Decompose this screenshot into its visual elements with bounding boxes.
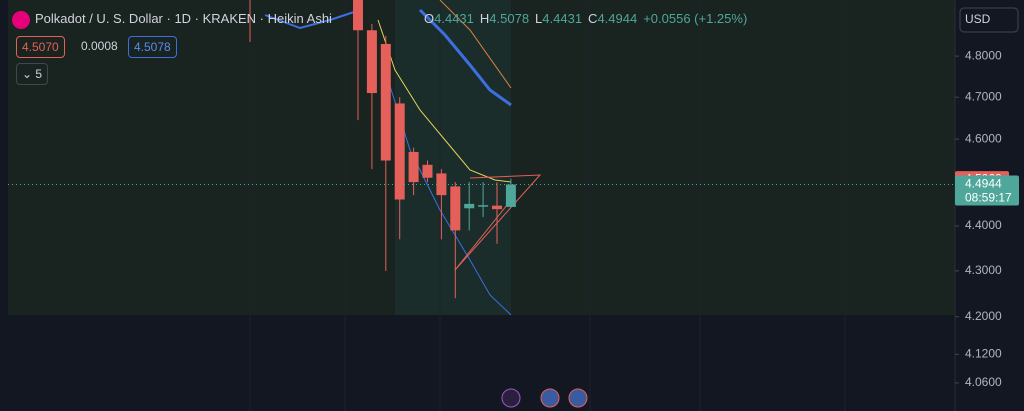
spread: 0.0008: [81, 39, 118, 53]
candle-body: [492, 205, 502, 210]
price-tag: [955, 175, 1019, 206]
candle-body: [436, 173, 447, 196]
y-tick-label: 4.8000: [965, 48, 1002, 62]
ohlc-key: H: [479, 11, 490, 26]
ohlc-value: 4.4431: [434, 11, 474, 26]
candle-body: [505, 184, 516, 207]
y-tick-label: 4.1200: [965, 346, 1002, 360]
currency[interactable]: USD: [965, 12, 991, 26]
vertical-grid: [249, 0, 846, 411]
ohlc-legend: O4.4431 H4.5078 L4.4431 C4.4944 +0.0556 (+1.…: [424, 11, 747, 26]
ma-yellow: [377, 19, 512, 183]
coin-icon: [12, 11, 30, 29]
indicator-toggle[interactable]: ⌄ 5: [16, 63, 49, 85]
y-tick-label: 4.6000: [965, 131, 1002, 145]
event-icon: [501, 388, 521, 408]
flag-icon: [540, 388, 560, 408]
ma-blue-left: [264, 9, 361, 30]
ma-blue: [418, 8, 512, 107]
ohlc-value: 4.5078: [489, 11, 530, 26]
candle-body: [380, 43, 391, 161]
candle-body: [422, 164, 433, 178]
ma-orange: [439, 0, 512, 89]
change: +0.0556 (+1.25%): [643, 11, 748, 26]
candle-body: [450, 186, 461, 231]
currency-button[interactable]: [959, 7, 1019, 33]
candle-body: [353, 0, 363, 31]
ohlc-value: 4.4944: [597, 11, 638, 26]
y-tick-label: 4.3000: [965, 263, 1002, 277]
countdown: 08:59:17: [965, 191, 1012, 205]
triangle-drawing: [454, 174, 542, 271]
candle-body: [478, 205, 489, 207]
chart-title: Polkadot / U. S. Dollar · 1D · KRAKEN · …: [35, 11, 332, 26]
candle-body: [408, 151, 419, 183]
y-tick-label: 4.4000: [965, 218, 1002, 232]
indicator-count: 5: [35, 67, 43, 81]
ohlc-key: L: [535, 11, 543, 26]
triangle-drawing: [454, 199, 512, 271]
ohlc-key: O: [424, 11, 435, 26]
candle-body: [464, 203, 475, 209]
sell-price[interactable]: 4.5070: [16, 36, 65, 58]
buy-price[interactable]: 4.5078: [128, 36, 177, 58]
ohlc-key: C: [588, 11, 598, 26]
ohlc-value: 4.4431: [542, 11, 583, 26]
flag-icon: [568, 388, 588, 408]
price-tag-label: 4.4944: [965, 177, 1002, 191]
candle-body: [394, 103, 405, 200]
candle-body: [366, 30, 377, 94]
y-tick-label: 4.0600: [965, 375, 1002, 389]
y-tick-label: 4.2000: [965, 309, 1002, 323]
y-tick-label: 4.7000: [965, 89, 1002, 103]
